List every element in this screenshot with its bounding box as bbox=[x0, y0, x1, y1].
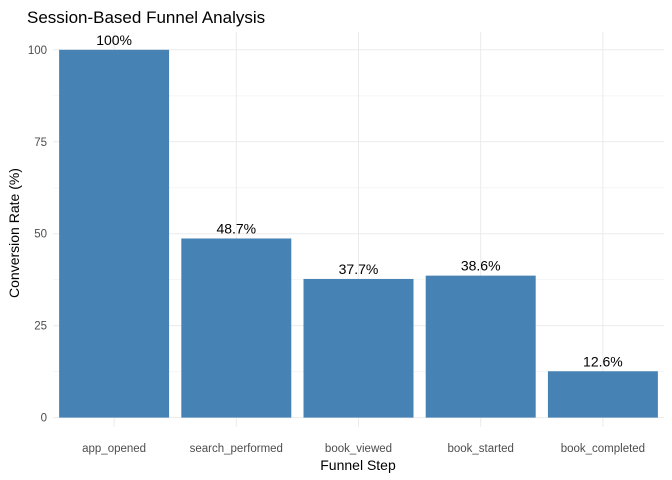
y-tick-label: 25 bbox=[34, 321, 47, 333]
y-tick-label: 75 bbox=[34, 137, 47, 149]
chart-title: Session-Based Funnel Analysis bbox=[27, 8, 265, 27]
data-label: 12.6% bbox=[583, 353, 623, 369]
data-labels-group: 100% 48.7% 37.7% 38.6% 12.6% bbox=[96, 32, 623, 369]
bar-book-viewed bbox=[303, 278, 414, 418]
x-tick-label: book_started bbox=[447, 443, 514, 455]
bars-group bbox=[59, 49, 658, 418]
x-tick-labels: app_opened search_performed book_viewed boo… bbox=[82, 443, 645, 455]
bar-search-performed bbox=[181, 238, 292, 418]
x-tick-label: book_viewed bbox=[325, 443, 392, 455]
bar-book-started bbox=[425, 275, 536, 418]
y-tick-label: 100 bbox=[28, 45, 47, 57]
data-label: 48.7% bbox=[216, 220, 256, 236]
y-tick-label: 50 bbox=[34, 229, 47, 241]
x-tick-label: book_completed bbox=[561, 443, 645, 455]
data-label: 100% bbox=[96, 32, 132, 48]
x-axis-title: Funnel Step bbox=[320, 457, 396, 473]
y-tick-label: 0 bbox=[41, 413, 47, 425]
x-tick-label: app_opened bbox=[82, 443, 146, 455]
bar-app-opened bbox=[59, 49, 170, 418]
x-tick-label: search_performed bbox=[190, 443, 283, 455]
y-axis-title: Conversion Rate (%) bbox=[6, 168, 22, 298]
bar-book-completed bbox=[547, 371, 658, 418]
y-tick-labels: 0 25 50 75 100 bbox=[28, 45, 47, 425]
data-label: 37.7% bbox=[339, 261, 379, 277]
data-label: 38.6% bbox=[461, 258, 501, 274]
